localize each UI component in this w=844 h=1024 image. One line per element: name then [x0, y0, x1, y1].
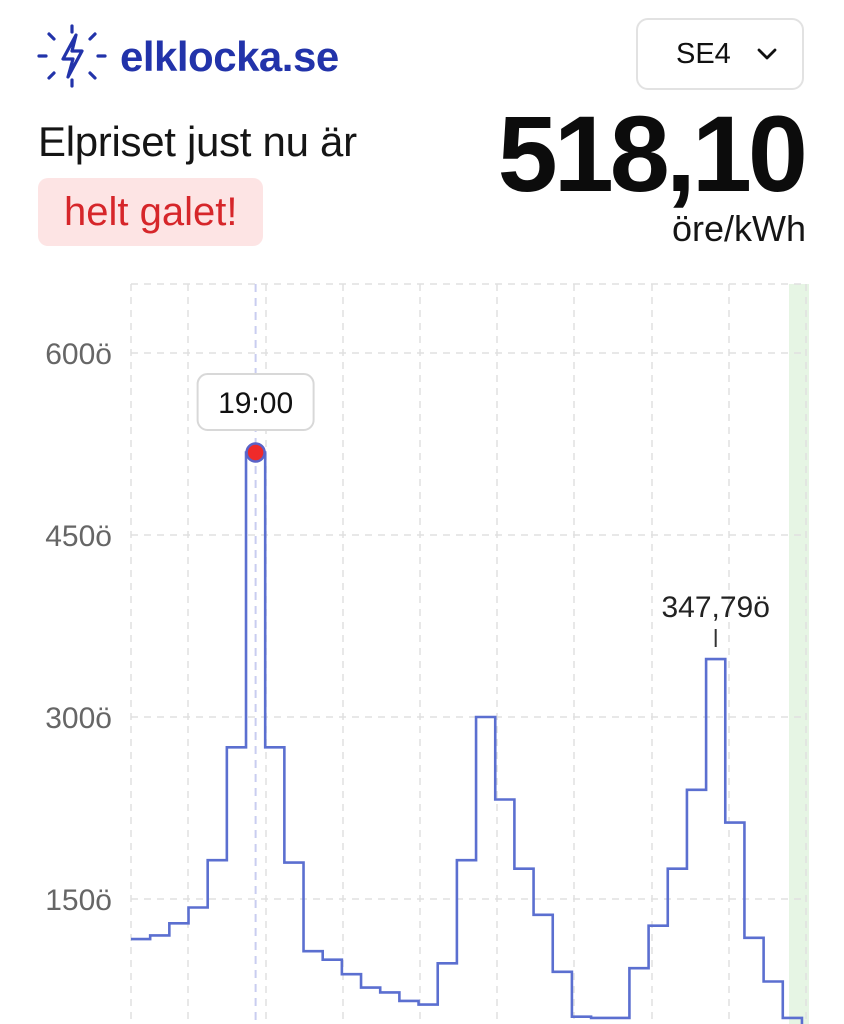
y-tick-label: 450ö	[45, 520, 112, 553]
price-step-point[interactable]	[361, 982, 380, 994]
current-price: 518,10	[497, 93, 808, 214]
price-step-point[interactable]	[150, 929, 169, 941]
price-step-point[interactable]	[457, 854, 476, 866]
price-step-point[interactable]	[649, 920, 668, 932]
price-step-point[interactable]	[208, 854, 227, 866]
y-tick-label: 300ö	[45, 702, 112, 735]
price-step-point[interactable]	[131, 933, 150, 945]
tooltip-box	[196, 373, 315, 431]
price-step-point[interactable]	[189, 901, 208, 913]
current-hour-band	[789, 284, 809, 1024]
y-tick-label: 150ö	[45, 884, 112, 917]
region-select[interactable]: SE4	[636, 18, 804, 90]
lightning-icon	[37, 24, 107, 88]
price-verdict-badge: helt galet!	[38, 178, 264, 246]
logo[interactable]: elklocka.se	[36, 22, 339, 92]
price-step-point[interactable]	[342, 968, 361, 980]
price-step-point[interactable]	[629, 962, 648, 974]
price-step-point[interactable]	[169, 917, 188, 929]
chevron-down-icon	[756, 47, 778, 61]
price-step-point[interactable]	[476, 711, 495, 723]
y-tick-label: 600ö	[45, 338, 112, 371]
price-step-point[interactable]	[304, 945, 323, 957]
price-step-point[interactable]	[399, 995, 418, 1007]
price-step-point[interactable]	[534, 909, 553, 921]
logo-text: elklocka.se	[120, 33, 339, 80]
price-step-point[interactable]	[265, 741, 284, 753]
price-step-point[interactable]	[419, 999, 438, 1011]
price-step-point[interactable]	[668, 863, 687, 875]
price-step-point[interactable]	[572, 1011, 591, 1023]
price-unit: öre/kWh	[671, 208, 806, 249]
price-step-point[interactable]	[553, 966, 572, 978]
max-price-label: 347,79ö	[661, 591, 769, 624]
price-step-point[interactable]	[323, 954, 342, 966]
region-select-value: SE4	[676, 37, 731, 70]
highlight-marker	[245, 442, 266, 463]
tooltip-label: 19:00	[218, 387, 293, 420]
price-step-point[interactable]	[438, 957, 457, 969]
price-intro: Elpriset just nu är	[38, 118, 357, 165]
price-step-point[interactable]	[227, 741, 246, 753]
price-step-point[interactable]	[764, 976, 783, 988]
price-step-point[interactable]	[706, 653, 725, 665]
price-step-point[interactable]	[610, 1012, 629, 1024]
price-step-point[interactable]	[744, 932, 763, 944]
price-step-point[interactable]	[687, 784, 706, 796]
price-step-point[interactable]	[783, 1012, 802, 1024]
price-series-line	[131, 451, 804, 1024]
price-verdict: helt galet!	[64, 189, 238, 234]
price-step-point[interactable]	[725, 817, 744, 829]
price-step-point[interactable]	[495, 794, 514, 806]
price-step-point[interactable]	[514, 863, 533, 875]
price-step-point[interactable]	[591, 1012, 610, 1024]
price-step-point[interactable]	[284, 857, 303, 869]
price-step-point[interactable]	[380, 986, 399, 998]
